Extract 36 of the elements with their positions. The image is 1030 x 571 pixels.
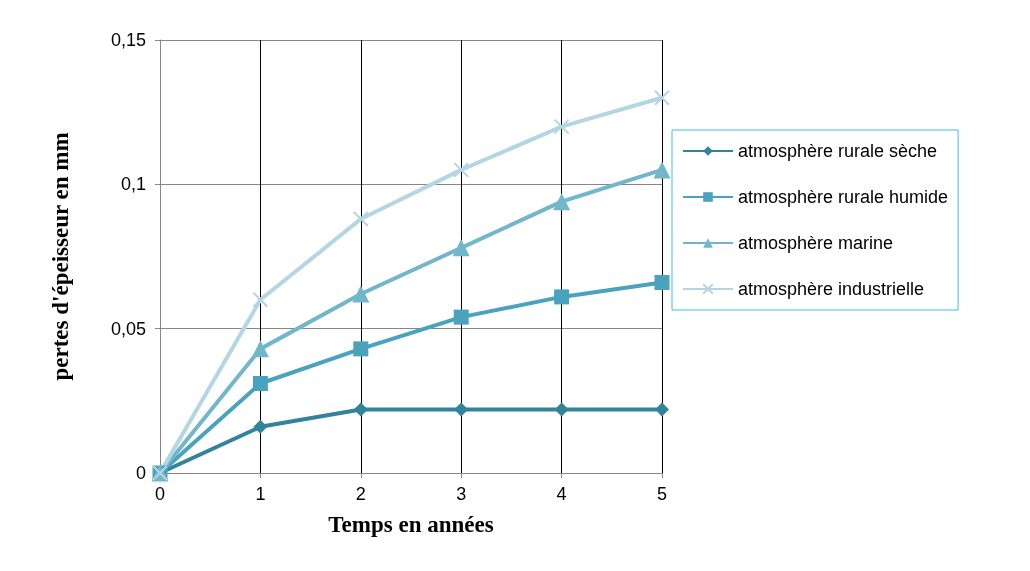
point <box>352 285 370 303</box>
point <box>353 402 368 417</box>
x-tick-label: 1 <box>255 484 266 504</box>
point <box>253 419 268 434</box>
point <box>454 402 469 417</box>
point <box>654 89 670 106</box>
point <box>452 239 470 257</box>
point <box>554 402 569 417</box>
point <box>252 376 268 392</box>
x-tick-label: 5 <box>656 484 668 504</box>
point <box>353 341 369 357</box>
x-tick-label: 0 <box>154 484 166 504</box>
legend-label: atmosphère rurale humide <box>738 187 949 207</box>
x-tick-label: 4 <box>556 484 567 504</box>
legend-label: atmosphère industrielle <box>738 279 925 299</box>
point <box>554 289 570 305</box>
x-tick-label: 2 <box>355 484 366 504</box>
point <box>553 118 570 135</box>
x-axis-title: Temps en années <box>328 512 494 537</box>
point <box>654 274 670 290</box>
point <box>655 402 669 417</box>
legend-label: atmosphère marine <box>738 233 894 253</box>
y-tick-label: 0,15 <box>110 30 146 50</box>
point <box>352 210 369 227</box>
point <box>251 340 269 358</box>
y-axis-title: pertes d'épeisseur en mm <box>48 132 73 381</box>
y-tick-label: 0,1 <box>120 174 146 195</box>
point <box>252 291 269 308</box>
y-tick-label: 0,05 <box>110 318 146 339</box>
point <box>453 161 470 178</box>
point <box>553 193 571 211</box>
legend-label: atmosphère rurale sèche <box>738 141 938 161</box>
point <box>653 161 671 179</box>
x-tick-label: 3 <box>456 484 467 504</box>
y-tick-label: 0 <box>135 463 146 483</box>
point <box>453 309 469 325</box>
